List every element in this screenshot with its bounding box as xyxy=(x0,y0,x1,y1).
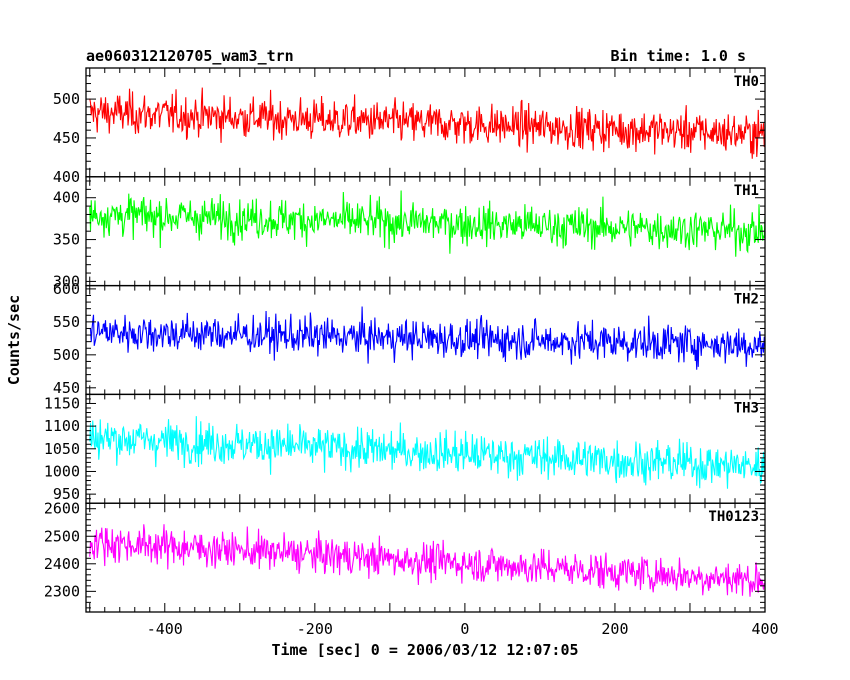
series-line-th0 xyxy=(89,87,765,159)
y-tick-label: 400 xyxy=(53,189,80,207)
x-tick-label: 0 xyxy=(460,620,469,638)
y-tick-label: 950 xyxy=(53,485,80,503)
y-tick-label: 300 xyxy=(53,272,80,290)
x-tick-label: -400 xyxy=(147,620,183,638)
x-tick-labels: -400 -200 0 200 400 xyxy=(147,620,779,638)
y-tick-label: 2500 xyxy=(44,527,80,545)
series-line-th1 xyxy=(89,190,765,257)
y-tick-label: 400 xyxy=(53,168,80,186)
y-tick-label: 1050 xyxy=(44,440,80,458)
panel-label-th0123: TH0123 xyxy=(708,509,759,525)
panel-th0: 400 450 500 TH0 xyxy=(53,67,766,186)
series-line-th2 xyxy=(89,306,765,370)
y-tick-label: 2400 xyxy=(44,555,80,573)
panel-th3: 950 1000 1050 1100 1150 TH3 xyxy=(44,393,766,504)
x-axis-label: Time [sec] 0 = 2006/03/12 12:07:05 xyxy=(271,641,578,659)
y-axis-label: Counts/sec xyxy=(5,295,23,385)
panel-label-th2: TH2 xyxy=(734,292,759,308)
y-tick-label: 1150 xyxy=(44,394,80,412)
series-line-th0123 xyxy=(89,524,765,597)
figure-title: ae060312120705_wam3_trn xyxy=(86,47,294,65)
x-tick-label: 400 xyxy=(751,620,778,638)
y-tick-label: 2600 xyxy=(44,500,80,518)
y-tick-label: 450 xyxy=(53,129,80,147)
panel-th1: 300 350 400 TH1 xyxy=(53,176,766,290)
panel-label-th0: TH0 xyxy=(734,74,759,90)
y-tick-label: 500 xyxy=(53,90,80,108)
panels-group: 400 450 500 TH0 300 350 400 TH1 450 500 550 600 TH2 9… xyxy=(44,67,766,613)
panel-label-th1: TH1 xyxy=(734,183,759,199)
y-tick-label: 600 xyxy=(53,280,80,298)
y-tick-label: 550 xyxy=(53,313,80,331)
panel-label-th3: TH3 xyxy=(734,400,759,416)
y-tick-label: 450 xyxy=(53,379,80,397)
series-line-th3 xyxy=(89,416,765,489)
x-tick-label: 200 xyxy=(601,620,628,638)
y-tick-label: 1100 xyxy=(44,417,80,435)
panel-th0123: 2300 2400 2500 2600 TH0123 xyxy=(44,500,766,613)
x-tick-label: -200 xyxy=(297,620,333,638)
panel-th2: 450 500 550 600 TH2 xyxy=(53,280,766,397)
panel-frame xyxy=(85,502,766,613)
y-tick-label: 350 xyxy=(53,231,80,249)
y-tick-label: 1000 xyxy=(44,462,80,480)
bin-time-label: Bin time: 1.0 s xyxy=(611,47,746,65)
y-tick-label: 500 xyxy=(53,346,80,364)
y-tick-label: 2300 xyxy=(44,582,80,600)
